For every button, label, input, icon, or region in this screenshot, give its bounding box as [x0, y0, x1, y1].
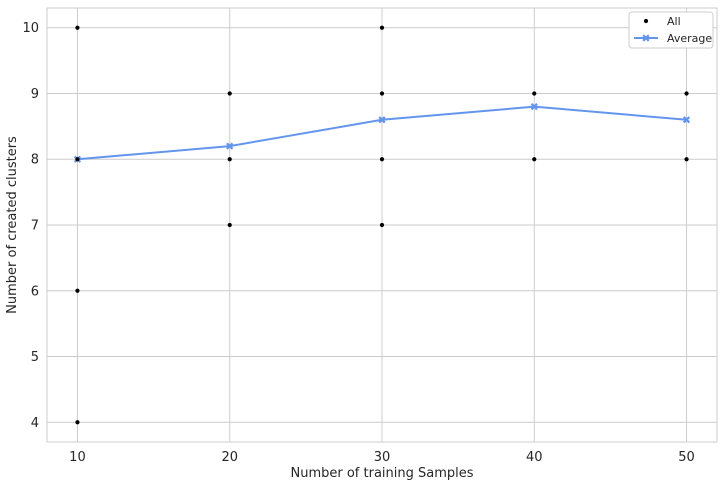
all-point: [684, 91, 689, 96]
all-point: [684, 157, 689, 162]
tick-labels: 10 20 30 40 50 4 5 6 7 8 9 10: [22, 21, 694, 465]
average-point: [530, 103, 538, 111]
y-tick-label: 10: [22, 21, 39, 36]
all-point: [227, 222, 232, 228]
all-point: [379, 157, 385, 162]
y-tick-label: 4: [31, 416, 39, 431]
x-tick-label: 30: [374, 450, 391, 465]
average-point: [226, 142, 234, 150]
all-point: [75, 25, 80, 30]
x-axis-label: Number of training Samples: [290, 466, 473, 481]
legend-marker-all: [643, 18, 649, 24]
all-point: [75, 157, 80, 162]
y-tick-label: 6: [31, 284, 39, 299]
y-tick-label: 9: [31, 87, 39, 102]
all-point: [75, 288, 80, 293]
x-tick-label: 10: [69, 450, 86, 465]
all-point: [532, 91, 537, 96]
plot-area-frame: [46, 7, 718, 443]
all-point: [227, 91, 232, 96]
x-tick-label: 20: [221, 450, 238, 465]
legend-marker-average: [642, 34, 650, 42]
all-point: [227, 157, 232, 162]
y-axis-label: Number of created clusters: [5, 136, 20, 314]
legend-label-all: All: [667, 15, 681, 28]
series: [73, 25, 691, 425]
y-tick-label: 7: [31, 219, 39, 234]
average-point: [378, 116, 386, 124]
y-tick-label: 5: [31, 350, 39, 365]
x-tick-label: 40: [526, 450, 543, 465]
y-tick-label: 8: [31, 153, 39, 168]
legend: All Average: [628, 11, 714, 49]
all-point: [379, 91, 385, 96]
legend-label-average: Average: [667, 32, 712, 45]
all-point: [75, 420, 80, 425]
average-point: [682, 116, 691, 124]
all-point: [532, 157, 537, 162]
all-point: [379, 222, 385, 228]
all-point: [379, 25, 385, 30]
x-tick-label: 50: [678, 450, 695, 465]
